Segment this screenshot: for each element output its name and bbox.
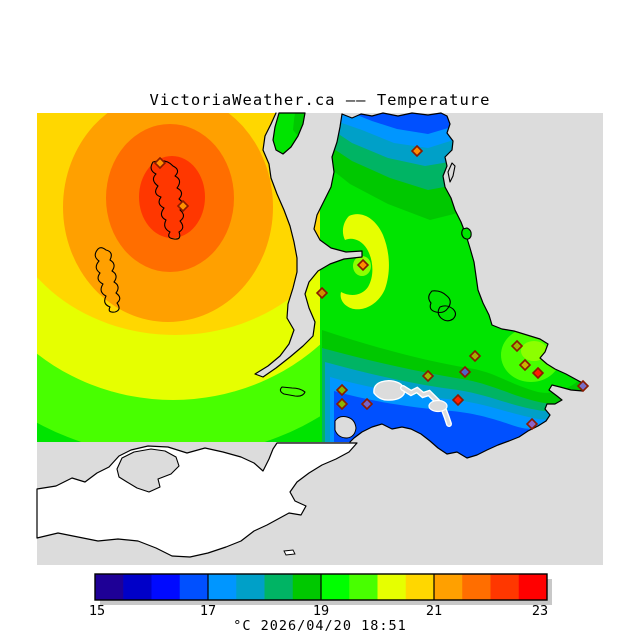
- station-marker[interactable]: [410, 144, 424, 158]
- station-marker[interactable]: [335, 383, 349, 397]
- colorbar-segment: [236, 574, 265, 600]
- station-marker[interactable]: [518, 358, 532, 372]
- colorbar-segment: [264, 574, 294, 600]
- colorbar-segment: [95, 574, 124, 600]
- colorbar-segment: [123, 574, 152, 600]
- station-marker[interactable]: [458, 365, 472, 379]
- island-outline-north: [150, 160, 185, 240]
- harbour-channel-water: [401, 386, 451, 426]
- station-marker[interactable]: [176, 199, 190, 213]
- colorbar-segment: [151, 574, 181, 600]
- colorbar-tick-label: 15: [89, 603, 105, 619]
- colorbar-segment: [518, 574, 548, 600]
- station-marker[interactable]: [451, 393, 465, 407]
- colorbar: 15 17 19 21 23 °C 2026/04/20 18:51: [89, 573, 552, 634]
- colorbar-segment: [208, 574, 237, 600]
- timestamp-caption: °C 2026/04/20 18:51: [233, 618, 406, 634]
- coastline: [254, 112, 589, 459]
- station-marker[interactable]: [510, 339, 524, 353]
- lake-outline-beaver: [437, 305, 457, 322]
- contour-zone-north-deepblue: [357, 113, 458, 134]
- figure-title: VictoriaWeather.ca —— Temperature: [150, 91, 491, 109]
- tongue-cool-edge: [293, 113, 305, 136]
- colorbar-tick-label: 17: [200, 603, 216, 619]
- colorbar-tick-label: 23: [532, 603, 548, 619]
- harbour-basin: [428, 399, 448, 413]
- station-marker[interactable]: [335, 397, 349, 411]
- contour-zone-hot-core: [139, 156, 205, 238]
- station-marker[interactable]: [421, 369, 435, 383]
- tongue-coastline: [272, 112, 306, 155]
- island-outline-flat: [279, 386, 306, 397]
- colorbar-segment: [377, 574, 407, 600]
- island-outline-west: [94, 247, 121, 313]
- island-outline-sliver: [447, 162, 456, 183]
- lake-on-south-land: [116, 448, 180, 493]
- harbour-water-west: [373, 380, 406, 401]
- islet-south: [283, 549, 296, 556]
- colorbar-tick-labels: 15 17 19 21 23: [89, 603, 548, 619]
- station-markers: [153, 144, 590, 431]
- islet-offshore: [461, 227, 472, 240]
- station-marker[interactable]: [468, 349, 482, 363]
- station-marker[interactable]: [576, 379, 590, 393]
- contour-zone-east-warm-core: [521, 341, 547, 361]
- station-marker[interactable]: [356, 258, 370, 272]
- colorbar-segments: [95, 574, 548, 600]
- station-marker[interactable]: [525, 417, 539, 431]
- mill-bay-tongue: [272, 112, 306, 155]
- colorbar-segment: [490, 574, 520, 600]
- colorbar-segment: [405, 574, 435, 600]
- colorbar-segment: [179, 574, 209, 600]
- colorbar-segment: [292, 574, 322, 600]
- nodata-land-south: [36, 442, 358, 558]
- colorbar-segment: [434, 574, 463, 600]
- lagoon-water: [334, 416, 357, 439]
- colorbar-segment: [462, 574, 491, 600]
- lake-outline-elk: [428, 290, 451, 314]
- colorbar-tick-label: 21: [426, 603, 442, 619]
- station-marker[interactable]: [360, 397, 374, 411]
- contour-zone-warm-spiral: [340, 214, 389, 310]
- colorbar-segment: [321, 574, 350, 600]
- station-marker[interactable]: [531, 366, 545, 380]
- station-marker[interactable]: [153, 156, 167, 170]
- colorbar-tick-label: 19: [313, 603, 329, 619]
- station-marker[interactable]: [315, 286, 329, 300]
- colorbar-segment: [349, 574, 378, 600]
